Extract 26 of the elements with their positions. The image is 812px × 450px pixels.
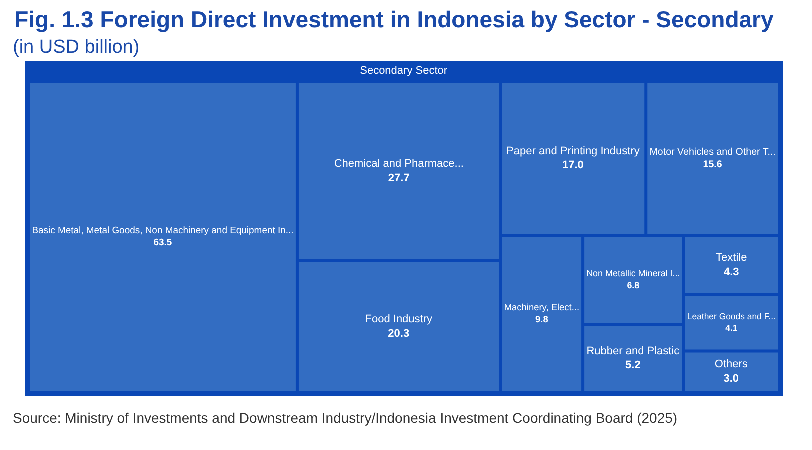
- data-label: 3.0: [724, 373, 740, 386]
- category-label: Paper and Printing Industry: [506, 145, 640, 158]
- data-label: 5.2: [626, 360, 641, 372]
- category-label: Machinery, Elect...: [504, 302, 580, 313]
- category-label: Chemical and Pharmace...: [334, 158, 464, 170]
- text: (in USD billion): [13, 37, 140, 58]
- data-label: 9.8: [536, 314, 548, 325]
- data-label: 4.1: [726, 323, 738, 334]
- data-label: 6.8: [627, 280, 640, 290]
- category-label: Non Metallic Mineral I...: [586, 268, 680, 279]
- category-label: Textile: [716, 252, 748, 264]
- category-label: Food Industry: [365, 314, 434, 326]
- data-label: 4.3: [724, 266, 740, 278]
- data-label: 20.3: [388, 328, 410, 340]
- legend-title: Secondary Sector: [360, 65, 448, 77]
- source-note: Source: Ministry of Investments and Downstream Industry/Indonesia Investment Coordinating Board (2025): [13, 410, 678, 426]
- data-label: 17.0: [562, 160, 584, 172]
- data-label: 27.7: [388, 172, 410, 184]
- category-label: Rubber and Plastic: [586, 345, 680, 358]
- data-label: 15.6: [703, 160, 723, 171]
- category-label: Leather Goods and F...: [687, 312, 776, 322]
- category-label: Basic Metal, Metal Goods, Non Machinery and Equipment In...: [32, 225, 294, 236]
- data-label: 63.5: [154, 238, 172, 249]
- category-label: Others: [714, 358, 748, 371]
- category-label: Motor Vehicles and Other T...: [650, 146, 776, 158]
- text: Fig. 1.3 Foreign Direct Investment in Indonesia by Sector - Secondary: [14, 6, 774, 32]
